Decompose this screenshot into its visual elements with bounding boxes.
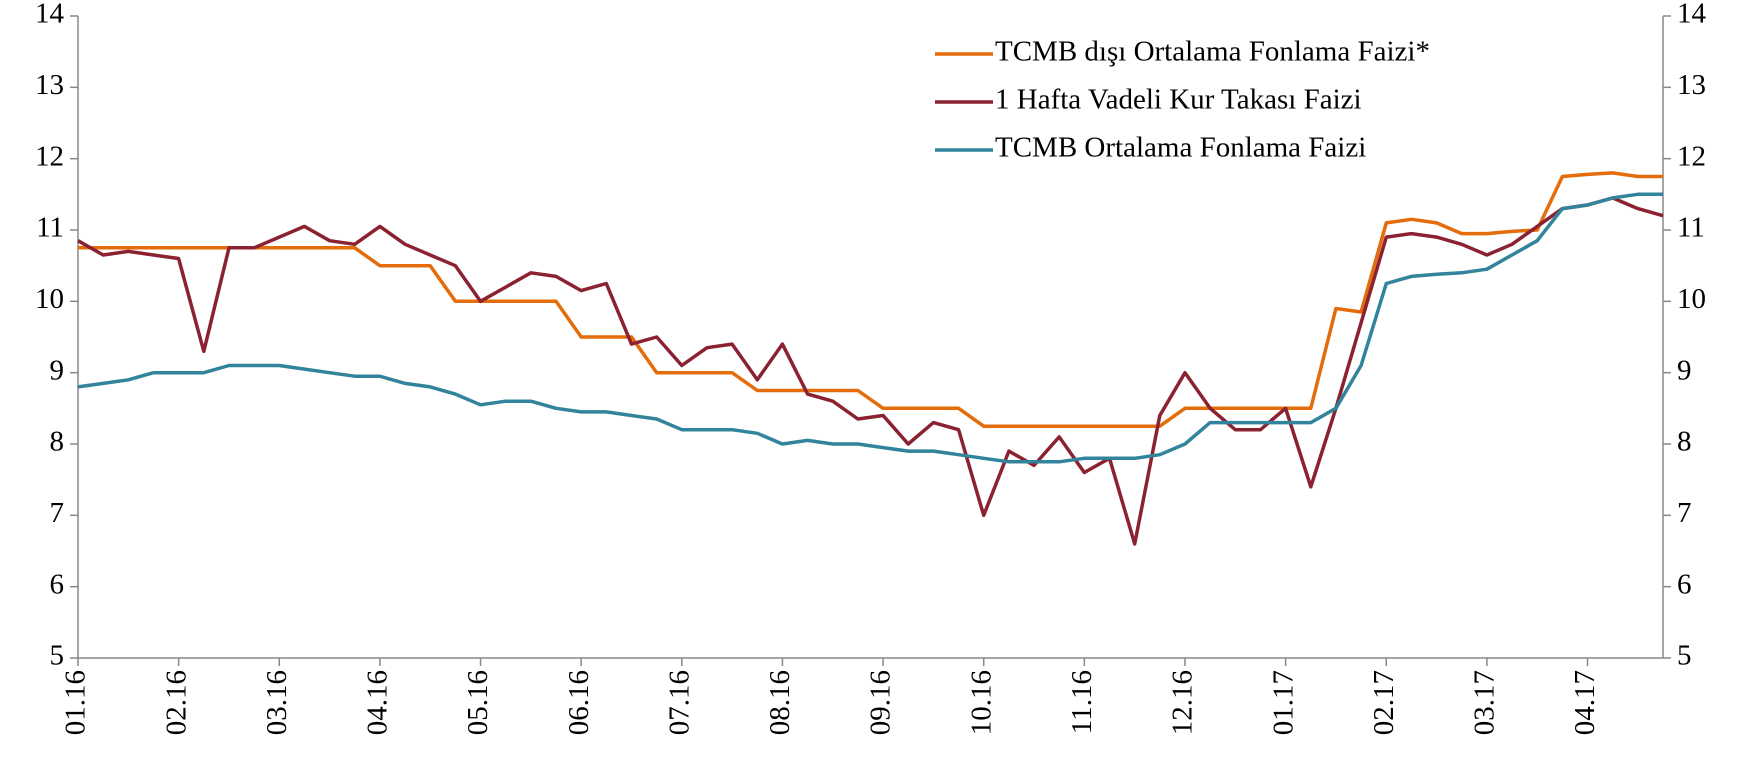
x-tick-label: 04.17: [1569, 670, 1601, 735]
y-tick-label: 14: [35, 0, 65, 30]
legend-label: 1 Hafta Vadeli Kur Takası Faizi: [995, 84, 1362, 116]
x-tick-label: 01.16: [60, 670, 92, 735]
x-tick-label: 06.16: [563, 670, 595, 735]
y-tick-label: 11: [36, 212, 64, 244]
x-tick-label: 03.16: [261, 670, 293, 735]
y-tick-label: 13: [35, 69, 64, 101]
y2-tick-label: 9: [1677, 354, 1692, 386]
legend-label: TCMB Ortalama Fonlama Faizi: [995, 132, 1366, 164]
y2-tick-label: 7: [1677, 497, 1692, 529]
x-tick-label: 02.16: [160, 670, 192, 735]
y2-tick-label: 5: [1677, 640, 1692, 672]
y2-tick-label: 11: [1677, 212, 1705, 244]
line-series: [78, 171, 1663, 428]
y2-tick-label: 13: [1677, 69, 1706, 101]
y2-tick-label: 14: [1677, 0, 1707, 30]
y-tick-label: 6: [50, 568, 65, 600]
line-series: [77, 196, 1664, 546]
x-tick-label: 07.16: [663, 670, 695, 735]
x-tick-label: 05.16: [462, 670, 494, 735]
y-tick-label: 10: [35, 283, 64, 315]
y2-tick-label: 10: [1677, 283, 1706, 315]
y-tick-label: 9: [50, 354, 65, 386]
x-tick-label: 08.16: [764, 670, 796, 735]
y2-tick-label: 12: [1677, 140, 1706, 172]
x-tick-label: 11.16: [1066, 670, 1098, 734]
x-tick-label: 02.17: [1368, 670, 1400, 735]
x-tick-label: 12.16: [1167, 670, 1199, 735]
x-tick-label: 01.17: [1267, 670, 1299, 735]
y-tick-label: 8: [50, 426, 65, 458]
x-tick-label: 09.16: [865, 670, 897, 735]
x-tick-label: 04.16: [362, 670, 394, 735]
y2-tick-label: 8: [1677, 426, 1692, 458]
y-tick-label: 7: [50, 497, 65, 529]
y-tick-label: 12: [35, 140, 64, 172]
line-series: [77, 192, 1663, 464]
x-tick-label: 10.16: [965, 670, 997, 735]
y2-tick-label: 6: [1677, 568, 1692, 600]
x-tick-label: 03.17: [1469, 670, 1501, 735]
y-tick-label: 5: [50, 640, 65, 672]
legend-label: TCMB dışı Ortalama Fonlama Faizi*: [995, 36, 1430, 68]
